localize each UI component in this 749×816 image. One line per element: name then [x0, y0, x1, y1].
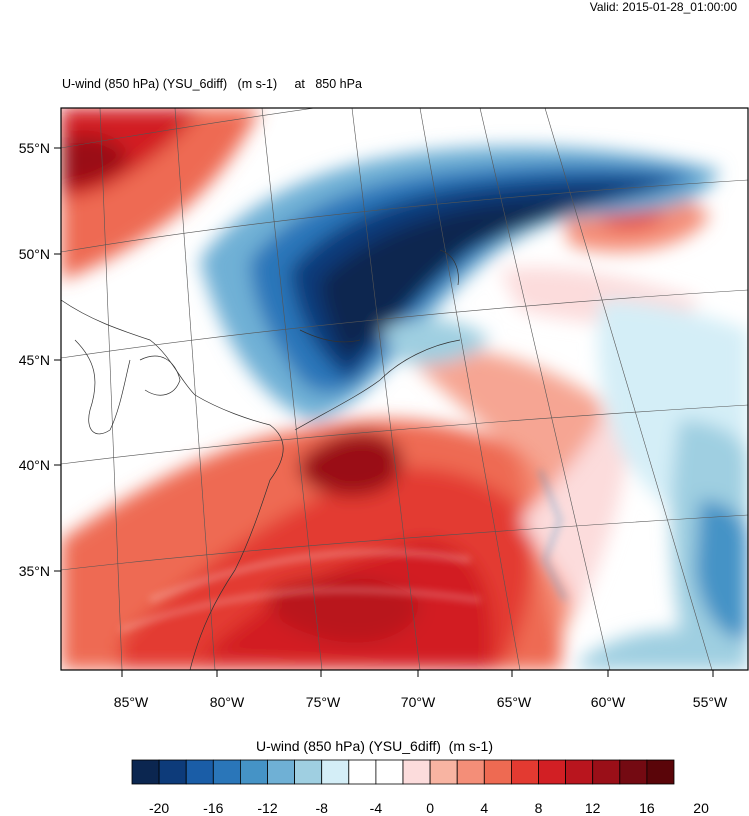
colorbar-swatch: [538, 759, 567, 785]
colorbar-title: U-wind (850 hPa) (YSU_6diff) (m s-1): [255, 738, 494, 754]
lon-label: 80°W: [210, 694, 245, 710]
lat-label: 35°N: [19, 563, 50, 579]
coastlines: [61, 249, 461, 670]
colorbar-tick-label: -20: [148, 800, 170, 816]
lat-axis: [54, 147, 61, 572]
colorbar-swatch: [239, 759, 268, 785]
colorbar-swatch: [619, 759, 648, 785]
colorbar-swatch: [429, 759, 458, 785]
lat-label: 55°N: [19, 140, 50, 156]
colorbar-swatch: [321, 759, 350, 785]
colorbar-swatch: [483, 759, 512, 785]
lat-label: 45°N: [19, 352, 50, 368]
colorbar-tick-label: 20: [693, 800, 709, 816]
colorbar: [131, 759, 675, 785]
colorbar-tick-label: -4: [369, 800, 383, 816]
colorbar-swatch: [565, 759, 594, 785]
colorbar-swatch: [185, 759, 214, 785]
colorbar-tick-label: 0: [426, 800, 434, 816]
colorbar-ticks: -20 -16 -12 -8 -4 0 4 8 12 16 20: [0, 800, 749, 816]
lon-label: 85°W: [114, 694, 149, 710]
colorbar-tick-label: 12: [584, 800, 601, 816]
colorbar-swatch: [375, 759, 404, 785]
lat-label: 40°N: [19, 457, 50, 473]
colorbar-tick-label: -8: [315, 800, 328, 816]
colorbar-swatch: [646, 759, 675, 785]
lon-label: 60°W: [591, 694, 626, 710]
lon-label: 55°W: [693, 694, 728, 710]
plot-title: U-wind (850 hPa) (YSU_6diff) (m s-1) at …: [62, 77, 362, 91]
lon-label: 70°W: [401, 694, 436, 710]
colorbar-tick-label: -16: [203, 800, 224, 816]
colorbar-tick-label: 8: [534, 800, 543, 816]
graticule: [61, 108, 748, 670]
lon-label: 75°W: [306, 694, 341, 710]
lat-label: 50°N: [19, 246, 50, 262]
colorbar-tick-label: 4: [480, 800, 489, 816]
colorbar-swatch: [131, 759, 160, 785]
colorbar-tick-label: 16: [639, 800, 655, 816]
plot-frame: [60, 107, 749, 671]
lon-label: 65°W: [497, 694, 532, 710]
colorbar-swatch: [592, 759, 621, 785]
colorbar-tick-label: -12: [257, 800, 278, 816]
colorbar-swatch: [267, 759, 296, 785]
colorbar-swatch: [510, 759, 539, 785]
valid-time-label: Valid: 2015-01-28_01:00:00: [589, 0, 737, 14]
colorbar-swatch: [402, 759, 431, 785]
colorbar-swatch: [456, 759, 485, 785]
colorbar-swatch: [158, 759, 187, 785]
wind-field: [61, 108, 748, 670]
colorbar-swatch: [212, 759, 241, 785]
colorbar-swatch: [348, 759, 377, 785]
lon-axis: [121, 670, 714, 677]
colorbar-swatch: [294, 759, 323, 785]
